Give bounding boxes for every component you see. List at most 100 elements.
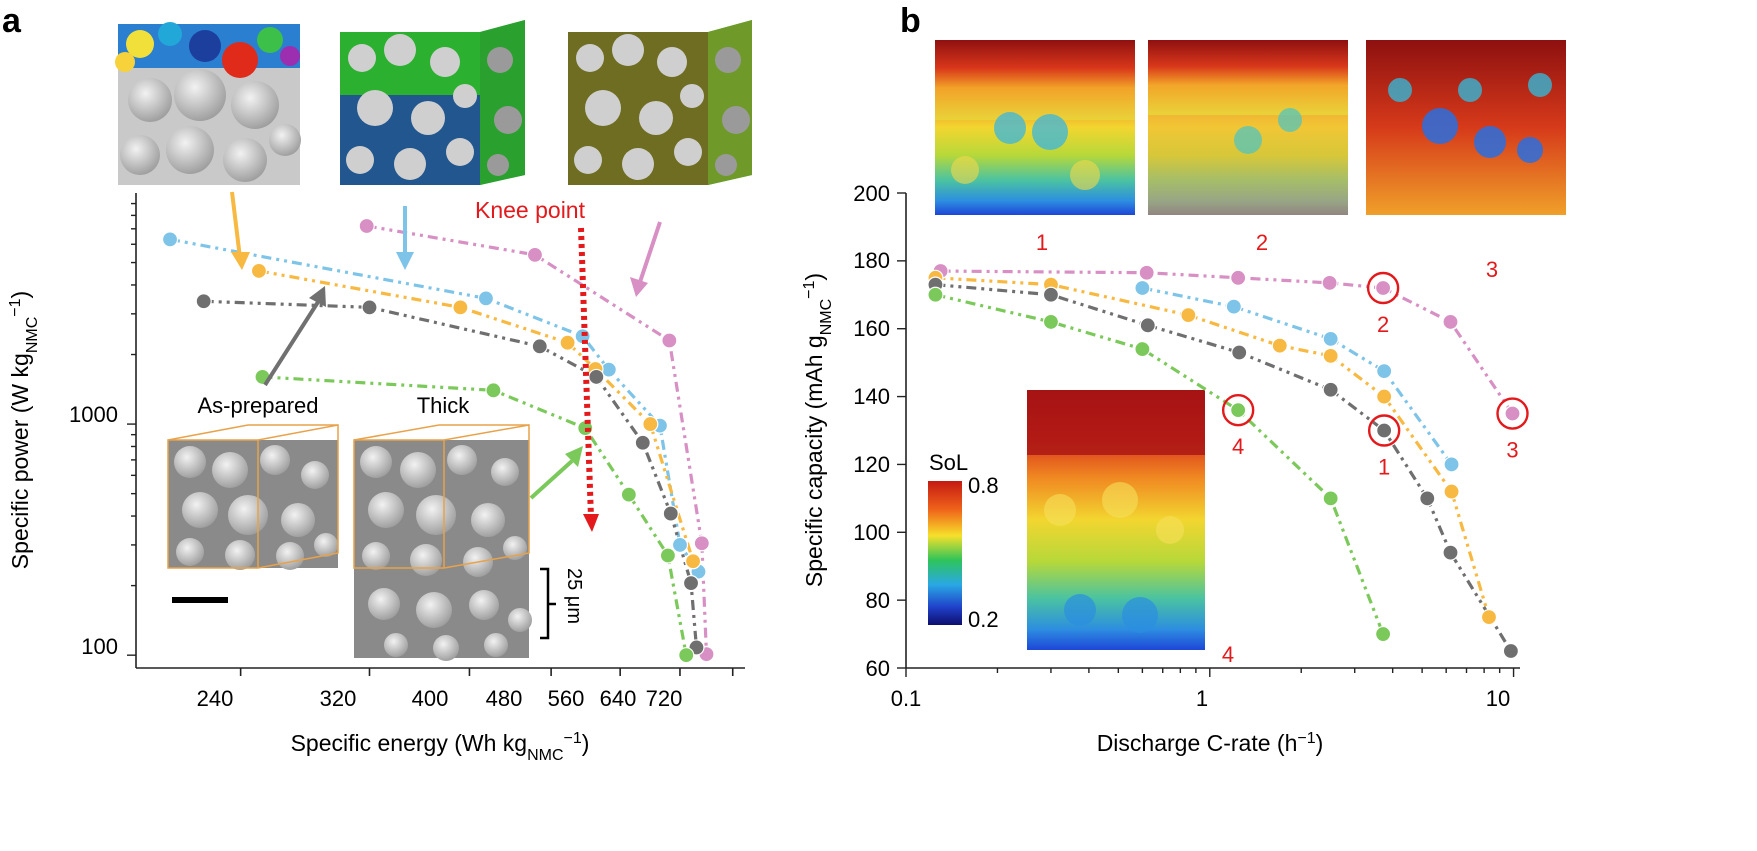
panel-b-point-orange-5 (1376, 388, 1393, 405)
panel-b-point-lightblue-3 (1376, 363, 1393, 380)
panel-a-ylabel: Specific power (W kgNMC−1) (7, 291, 41, 569)
panel-b-plot (927, 262, 1521, 660)
panel-b-point-gray-1 (1042, 286, 1060, 303)
panel-b-point-pink-3 (1321, 274, 1338, 292)
sol-colorbar: SoL 0.8 0.2 (928, 450, 999, 632)
panel-a-point-gray-5 (662, 505, 679, 522)
inset-label-4: 4 (1222, 642, 1234, 667)
panel-b-highlight-1 (1367, 414, 1401, 447)
inset-sol-cube-4 (1027, 390, 1205, 650)
panel-b-point-green-3 (1230, 402, 1247, 419)
panel-a-point-orange-4 (642, 415, 659, 433)
panel-a-point-orange-2 (559, 334, 576, 351)
panel-b-line-gray (935, 283, 1513, 652)
panel-a-annotations: Knee point As-prepared Thick 25 μm (197, 191, 662, 624)
panel-a-point-green-4 (659, 547, 677, 564)
panel-a-ytick-label-100: 100 (81, 634, 118, 659)
panel-b-ytick-label-80: 80 (866, 588, 890, 613)
knee-point-label: Knee point (475, 197, 586, 223)
panel-a-point-pink-0 (358, 217, 375, 235)
panel-a-plot (161, 217, 715, 664)
thickness-bracket (540, 567, 550, 640)
panel-b-point-gray-3 (1231, 344, 1248, 361)
inset-thick-cube (353, 424, 556, 661)
panel-b-ytick-label-160: 160 (853, 316, 890, 341)
arrow-gray (263, 300, 320, 387)
panel-b-ytick-label-200: 200 (853, 181, 890, 206)
panel-b-highlight-label-4: 4 (1232, 434, 1244, 459)
panel-b-point-lightblue-2 (1322, 330, 1339, 347)
knee-point-arrow (578, 227, 594, 519)
panel-b-point-orange-7 (1480, 609, 1498, 626)
panel-b-axes: 0.1 1 10 200 180 160 140 120 100 80 60 D… (801, 181, 1520, 756)
inset-sol-cube-2 (1148, 40, 1348, 215)
scale-bar (172, 597, 228, 603)
panel-a-point-lightblue-1 (477, 290, 495, 307)
panel-a-xtick-label-480: 480 (486, 686, 523, 711)
panel-a-xtick-label-560: 560 (548, 686, 585, 711)
inset-top-segmented-particles (115, 22, 301, 185)
colorbar-title: SoL (929, 450, 968, 475)
arrow-green (529, 459, 574, 500)
inset-sol-cube-3 (1366, 40, 1566, 215)
panel-b-point-green-0 (927, 286, 944, 303)
panel-b-point-orange-3 (1271, 337, 1288, 354)
panel-b-yticks (897, 192, 906, 669)
panel-b-ylabel: Specific capacity (mAh gNMC−1) (801, 273, 835, 587)
panel-a-point-gray-3 (588, 368, 605, 386)
inset-sol-cube-1 (935, 40, 1135, 215)
panel-b-circled-points: 2 1 3 4 (1221, 271, 1529, 480)
inset-label-3: 3 (1486, 257, 1498, 282)
panel-a-yticks (127, 202, 136, 656)
inset-label-2: 2 (1256, 230, 1268, 255)
panel-a-point-orange-0 (250, 262, 268, 280)
colorbar-max-label: 0.8 (968, 473, 999, 498)
panel-b-point-gray-2 (1139, 317, 1156, 334)
panel-b-point-orange-4 (1322, 347, 1339, 364)
panel-b-point-lightblue-1 (1225, 298, 1242, 315)
panel-a-xtick-label-320: 320 (320, 686, 357, 711)
panel-b-point-pink-6 (1504, 405, 1521, 422)
panel-a-point-gray-6 (682, 575, 700, 592)
panel-b-highlight-2 (1366, 271, 1400, 305)
panel-b-ytick-label-60: 60 (866, 656, 890, 681)
panel-a-point-orange-1 (452, 299, 469, 316)
panel-a-xlabel: Specific energy (Wh kgNMC−1) (291, 730, 590, 764)
panel-b-point-gray-6 (1419, 490, 1436, 507)
panel-a-point-green-1 (485, 382, 502, 399)
panel-b-point-green-5 (1375, 625, 1392, 643)
panel-a-point-gray-4 (634, 434, 651, 451)
panel-b-highlight-4 (1221, 393, 1255, 427)
panel-b-point-gray-5 (1376, 422, 1393, 439)
panel-a-point-gray-0 (195, 293, 212, 310)
panel-a-xtick-label-400: 400 (412, 686, 449, 711)
panel-a-xtick-label-720: 720 (646, 686, 683, 711)
panel-a-line-gray (203, 299, 699, 648)
panel-a-point-pink-1 (526, 246, 544, 263)
arrow-orange (230, 191, 242, 259)
panel-b-point-pink-1 (1138, 264, 1155, 281)
panel-a-point-green-5 (678, 647, 695, 664)
panel-a-point-gray-1 (361, 299, 378, 316)
panel-b-highlight-label-3: 3 (1506, 438, 1518, 463)
inset-top-blue-phase-cube (340, 20, 525, 185)
thick-label: Thick (417, 393, 471, 418)
inset-label-1: 1 (1036, 230, 1048, 255)
panel-b-xtick-label-10: 10 (1486, 686, 1510, 711)
panel-a-point-lightblue-0 (161, 231, 179, 248)
panel-b-highlight-3 (1496, 397, 1529, 430)
panel-a-line-orange (258, 269, 695, 562)
scale-bar-label: 25 μm (563, 568, 585, 624)
panel-a-point-pink-2 (661, 332, 678, 349)
panel-b-point-orange-6 (1443, 483, 1460, 500)
inset-as-prepared-cube (167, 424, 339, 603)
panel-b-highlight-label-1: 1 (1378, 455, 1390, 480)
as-prepared-label: As-prepared (197, 393, 318, 418)
panel-b-point-lightblue-4 (1443, 456, 1460, 473)
panel-b-point-green-4 (1322, 490, 1339, 507)
panel-b-point-lightblue-0 (1134, 279, 1151, 297)
panel-a-xtick-label-640: 640 (600, 686, 637, 711)
panel-b-point-orange-2 (1180, 307, 1197, 324)
panel-letter-b: b (900, 2, 921, 40)
